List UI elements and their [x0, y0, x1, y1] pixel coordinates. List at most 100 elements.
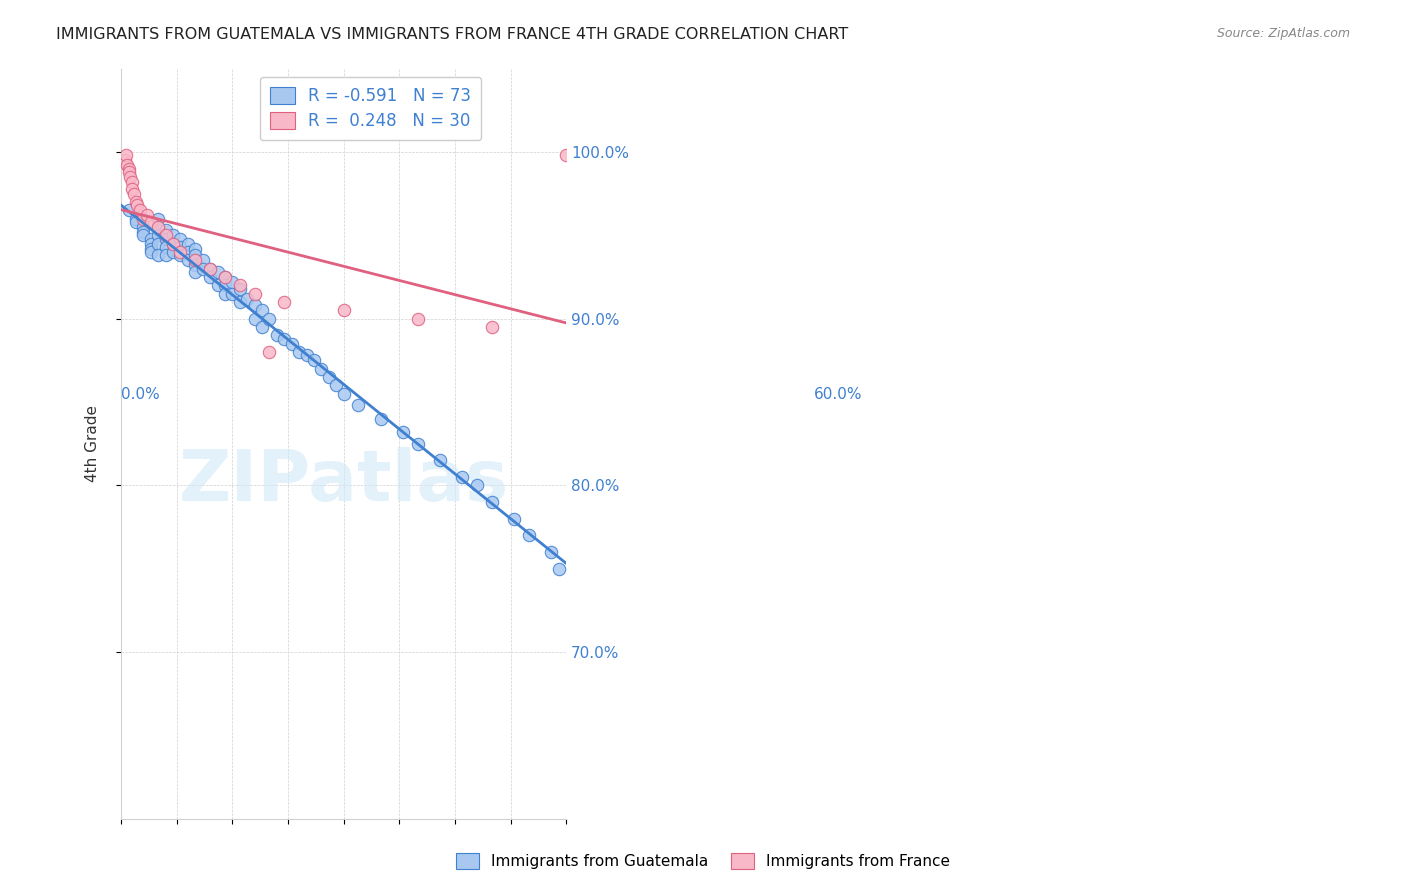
Point	[481, 495, 503, 509]
Point	[184, 242, 207, 256]
Point	[214, 286, 236, 301]
Point	[332, 386, 354, 401]
Point	[184, 253, 207, 268]
Point	[148, 228, 170, 243]
Point	[503, 511, 526, 525]
Point	[177, 244, 200, 259]
Point	[115, 158, 138, 172]
Point	[406, 311, 429, 326]
Text: IMMIGRANTS FROM GUATEMALA VS IMMIGRANTS FROM FRANCE 4TH GRADE CORRELATION CHART: IMMIGRANTS FROM GUATEMALA VS IMMIGRANTS …	[56, 27, 848, 42]
Point	[169, 231, 191, 245]
Point	[177, 236, 200, 251]
Point	[117, 161, 139, 176]
Point	[139, 215, 162, 229]
Point	[325, 378, 347, 392]
Point	[162, 236, 184, 251]
Text: 60.0%: 60.0%	[814, 387, 863, 402]
Point	[517, 528, 540, 542]
Point	[451, 470, 474, 484]
Point	[132, 225, 155, 239]
Point	[117, 203, 139, 218]
Point	[214, 278, 236, 293]
Point	[280, 336, 302, 351]
Point	[184, 248, 207, 262]
Point	[148, 236, 170, 251]
Text: ZIPatlas: ZIPatlas	[179, 447, 509, 516]
Point	[370, 411, 392, 425]
Point	[115, 148, 138, 162]
Y-axis label: 4th Grade: 4th Grade	[86, 405, 100, 482]
Point	[125, 194, 148, 209]
Point	[124, 186, 146, 201]
Point	[207, 265, 229, 279]
Point	[132, 228, 155, 243]
Point	[121, 181, 143, 195]
Point	[118, 169, 141, 184]
Legend: Immigrants from Guatemala, Immigrants from France: Immigrants from Guatemala, Immigrants fr…	[450, 847, 956, 875]
Point	[243, 286, 266, 301]
Point	[117, 165, 139, 179]
Point	[465, 478, 488, 492]
Point	[191, 253, 214, 268]
Point	[295, 348, 318, 362]
Point	[259, 311, 281, 326]
Point	[136, 208, 159, 222]
Point	[214, 269, 236, 284]
Point	[273, 294, 295, 309]
Point	[429, 453, 451, 467]
Point	[139, 244, 162, 259]
Point	[229, 294, 252, 309]
Point	[547, 561, 569, 575]
Point	[229, 281, 252, 295]
Point	[128, 203, 150, 218]
Point	[162, 236, 184, 251]
Point	[121, 175, 143, 189]
Point	[243, 298, 266, 312]
Point	[155, 231, 177, 245]
Point	[162, 244, 184, 259]
Point	[250, 303, 273, 318]
Point	[169, 248, 191, 262]
Point	[540, 545, 562, 559]
Point	[148, 219, 170, 234]
Point	[221, 275, 243, 289]
Point	[177, 253, 200, 268]
Point	[139, 236, 162, 251]
Point	[155, 228, 177, 243]
Point	[318, 370, 340, 384]
Point	[347, 398, 370, 412]
Point	[132, 211, 155, 226]
Point	[162, 228, 184, 243]
Point	[127, 198, 149, 212]
Point	[406, 436, 429, 450]
Point	[169, 240, 191, 254]
Point	[198, 261, 221, 276]
Point	[148, 248, 170, 262]
Text: Source: ZipAtlas.com: Source: ZipAtlas.com	[1216, 27, 1350, 40]
Point	[259, 344, 281, 359]
Point	[481, 319, 503, 334]
Point	[221, 286, 243, 301]
Point	[191, 261, 214, 276]
Point	[132, 219, 155, 234]
Point	[148, 211, 170, 226]
Point	[332, 303, 354, 318]
Text: 0.0%: 0.0%	[121, 387, 160, 402]
Point	[169, 244, 191, 259]
Point	[392, 425, 415, 439]
Point	[155, 248, 177, 262]
Point	[266, 328, 288, 343]
Point	[311, 361, 333, 376]
Point	[236, 292, 259, 306]
Point	[155, 223, 177, 237]
Legend: R = -0.591   N = 73, R =  0.248   N = 30: R = -0.591 N = 73, R = 0.248 N = 30	[260, 77, 481, 140]
Point	[214, 269, 236, 284]
Point	[148, 219, 170, 234]
Point	[302, 353, 325, 368]
Point	[155, 240, 177, 254]
Point	[114, 153, 136, 168]
Point	[288, 344, 311, 359]
Point	[273, 332, 295, 346]
Point	[207, 278, 229, 293]
Point	[125, 215, 148, 229]
